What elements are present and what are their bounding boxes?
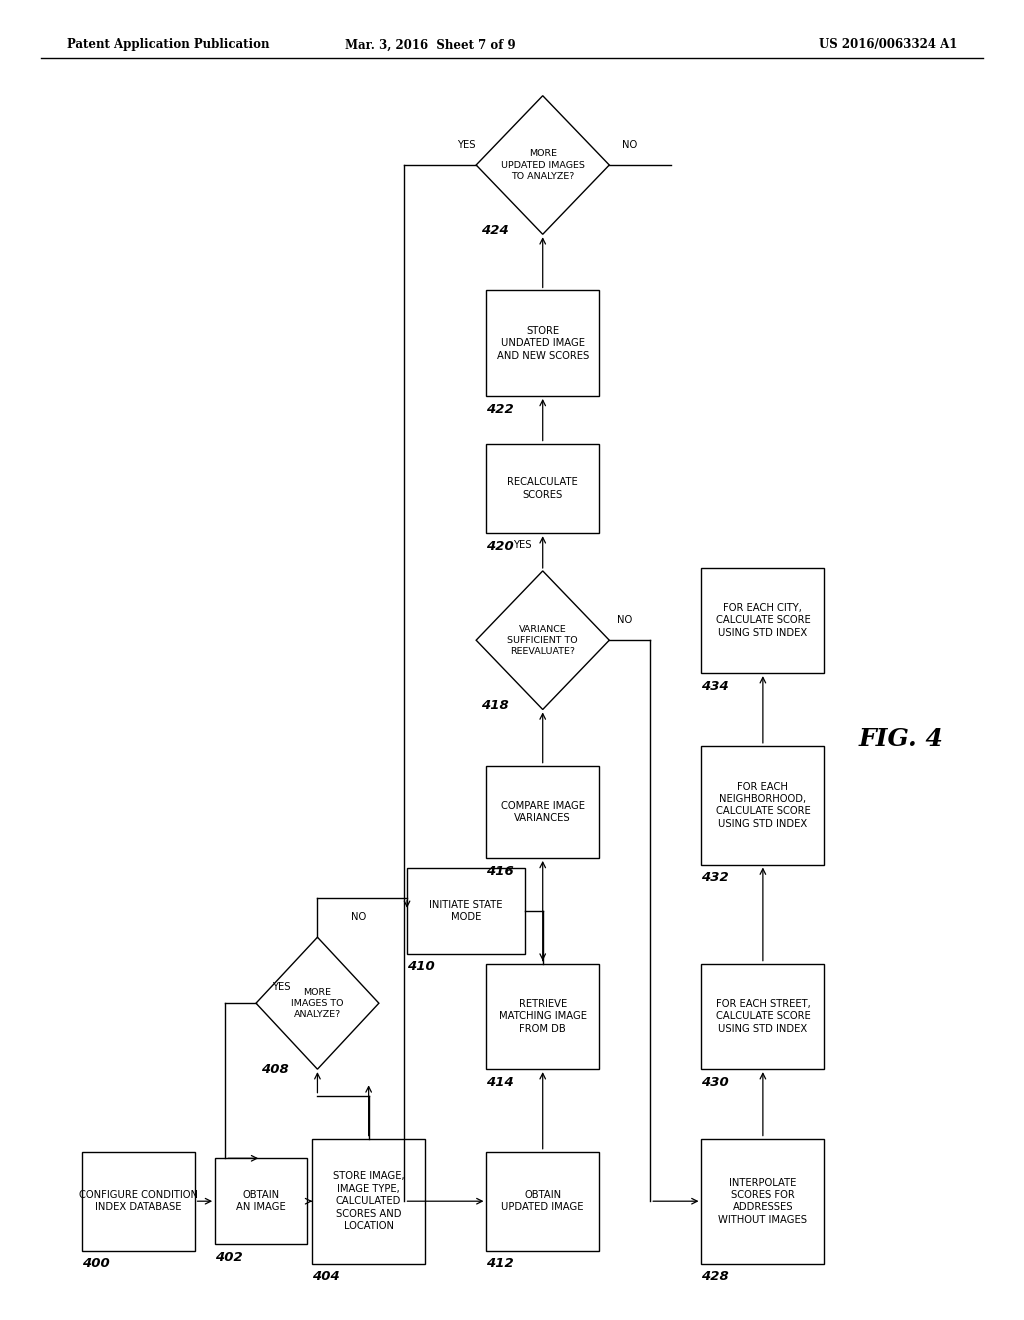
- Text: 404: 404: [312, 1270, 340, 1283]
- Text: VARIANCE
SUFFICIENT TO
REEVALUATE?: VARIANCE SUFFICIENT TO REEVALUATE?: [508, 624, 578, 656]
- Text: RECALCULATE
SCORES: RECALCULATE SCORES: [507, 478, 579, 499]
- Text: FOR EACH STREET,
CALCULATE SCORE
USING STD INDEX: FOR EACH STREET, CALCULATE SCORE USING S…: [716, 999, 810, 1034]
- FancyBboxPatch shape: [701, 568, 824, 673]
- Text: NO: NO: [351, 912, 366, 923]
- Text: 414: 414: [486, 1076, 514, 1089]
- FancyBboxPatch shape: [486, 766, 599, 858]
- FancyBboxPatch shape: [701, 746, 824, 865]
- Text: FOR EACH
NEIGHBORHOOD,
CALCULATE SCORE
USING STD INDEX: FOR EACH NEIGHBORHOOD, CALCULATE SCORE U…: [716, 781, 810, 829]
- Text: OBTAIN
AN IMAGE: OBTAIN AN IMAGE: [237, 1191, 286, 1212]
- Text: 408: 408: [261, 1063, 289, 1076]
- Text: FOR EACH CITY,
CALCULATE SCORE
USING STD INDEX: FOR EACH CITY, CALCULATE SCORE USING STD…: [716, 603, 810, 638]
- Text: 420: 420: [486, 540, 514, 553]
- FancyBboxPatch shape: [82, 1151, 195, 1251]
- Text: 430: 430: [701, 1076, 729, 1089]
- FancyBboxPatch shape: [215, 1159, 307, 1243]
- FancyBboxPatch shape: [701, 964, 824, 1069]
- Text: 428: 428: [701, 1270, 729, 1283]
- Text: 422: 422: [486, 403, 514, 416]
- Text: YES: YES: [457, 140, 475, 150]
- Text: US 2016/0063324 A1: US 2016/0063324 A1: [819, 38, 957, 51]
- Text: 400: 400: [82, 1257, 110, 1270]
- FancyBboxPatch shape: [408, 869, 525, 953]
- Text: 424: 424: [481, 223, 509, 236]
- Text: STORE IMAGE,
IMAGE TYPE,
CALCULATED
SCORES AND
LOCATION: STORE IMAGE, IMAGE TYPE, CALCULATED SCOR…: [333, 1171, 404, 1232]
- Text: FIG. 4: FIG. 4: [859, 727, 943, 751]
- Text: 412: 412: [486, 1257, 514, 1270]
- FancyBboxPatch shape: [312, 1138, 425, 1265]
- Polygon shape: [256, 937, 379, 1069]
- Text: 418: 418: [481, 700, 509, 711]
- Text: OBTAIN
UPDATED IMAGE: OBTAIN UPDATED IMAGE: [502, 1191, 584, 1212]
- Polygon shape: [476, 570, 609, 710]
- Text: 432: 432: [701, 871, 729, 884]
- Text: 434: 434: [701, 680, 729, 693]
- FancyBboxPatch shape: [701, 1138, 824, 1265]
- Text: NO: NO: [617, 615, 632, 626]
- Text: COMPARE IMAGE
VARIANCES: COMPARE IMAGE VARIANCES: [501, 801, 585, 822]
- Text: STORE
UNDATED IMAGE
AND NEW SCORES: STORE UNDATED IMAGE AND NEW SCORES: [497, 326, 589, 360]
- Text: 416: 416: [486, 865, 514, 878]
- FancyBboxPatch shape: [486, 444, 599, 533]
- Text: YES: YES: [272, 982, 291, 993]
- Text: RETRIEVE
MATCHING IMAGE
FROM DB: RETRIEVE MATCHING IMAGE FROM DB: [499, 999, 587, 1034]
- Text: MORE
UPDATED IMAGES
TO ANALYZE?: MORE UPDATED IMAGES TO ANALYZE?: [501, 149, 585, 181]
- Text: CONFIGURE CONDITION
INDEX DATABASE: CONFIGURE CONDITION INDEX DATABASE: [79, 1191, 198, 1212]
- FancyBboxPatch shape: [486, 1151, 599, 1251]
- Text: Mar. 3, 2016  Sheet 7 of 9: Mar. 3, 2016 Sheet 7 of 9: [345, 38, 515, 51]
- Text: INITIATE STATE
MODE: INITIATE STATE MODE: [429, 900, 503, 921]
- FancyBboxPatch shape: [486, 290, 599, 396]
- Text: Patent Application Publication: Patent Application Publication: [67, 38, 269, 51]
- Text: MORE
IMAGES TO
ANALYZE?: MORE IMAGES TO ANALYZE?: [291, 987, 344, 1019]
- Polygon shape: [476, 96, 609, 235]
- Text: YES: YES: [513, 540, 531, 549]
- Text: INTERPOLATE
SCORES FOR
ADDRESSES
WITHOUT IMAGES: INTERPOLATE SCORES FOR ADDRESSES WITHOUT…: [719, 1177, 807, 1225]
- FancyBboxPatch shape: [486, 964, 599, 1069]
- Text: 410: 410: [408, 961, 435, 973]
- Text: NO: NO: [623, 140, 637, 150]
- Text: 402: 402: [215, 1251, 243, 1263]
